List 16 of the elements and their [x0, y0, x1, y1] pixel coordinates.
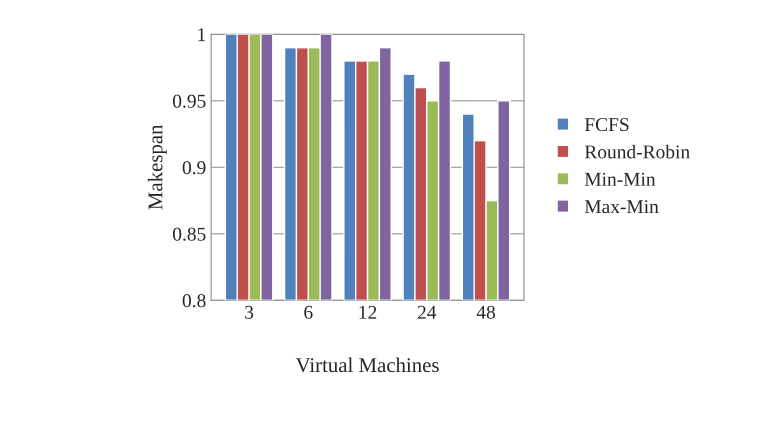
legend-label: Max-Min [584, 200, 659, 214]
legend-label: FCFS [584, 118, 629, 132]
y-tick-label: 1 [198, 28, 206, 42]
legend-label: Round-Robin [584, 144, 690, 158]
y-tick-label: 0.9 [182, 161, 206, 174]
x-tick-label: 24 [418, 306, 436, 319]
x-tick-label: 3 [245, 306, 254, 319]
x-tick-label: 48 [476, 306, 496, 319]
x-axis-title: Virtual Machines [296, 358, 439, 372]
x-tick-label: 12 [360, 306, 376, 319]
y-tick-label: 0.95 [172, 94, 206, 108]
legend-label: Min-Min [584, 172, 656, 186]
y-tick-label: 0.85 [172, 228, 206, 241]
y-tick-label: 0.8 [182, 294, 206, 308]
y-axis-title: Makespan [148, 124, 167, 210]
x-tick-label: 6 [304, 306, 313, 319]
